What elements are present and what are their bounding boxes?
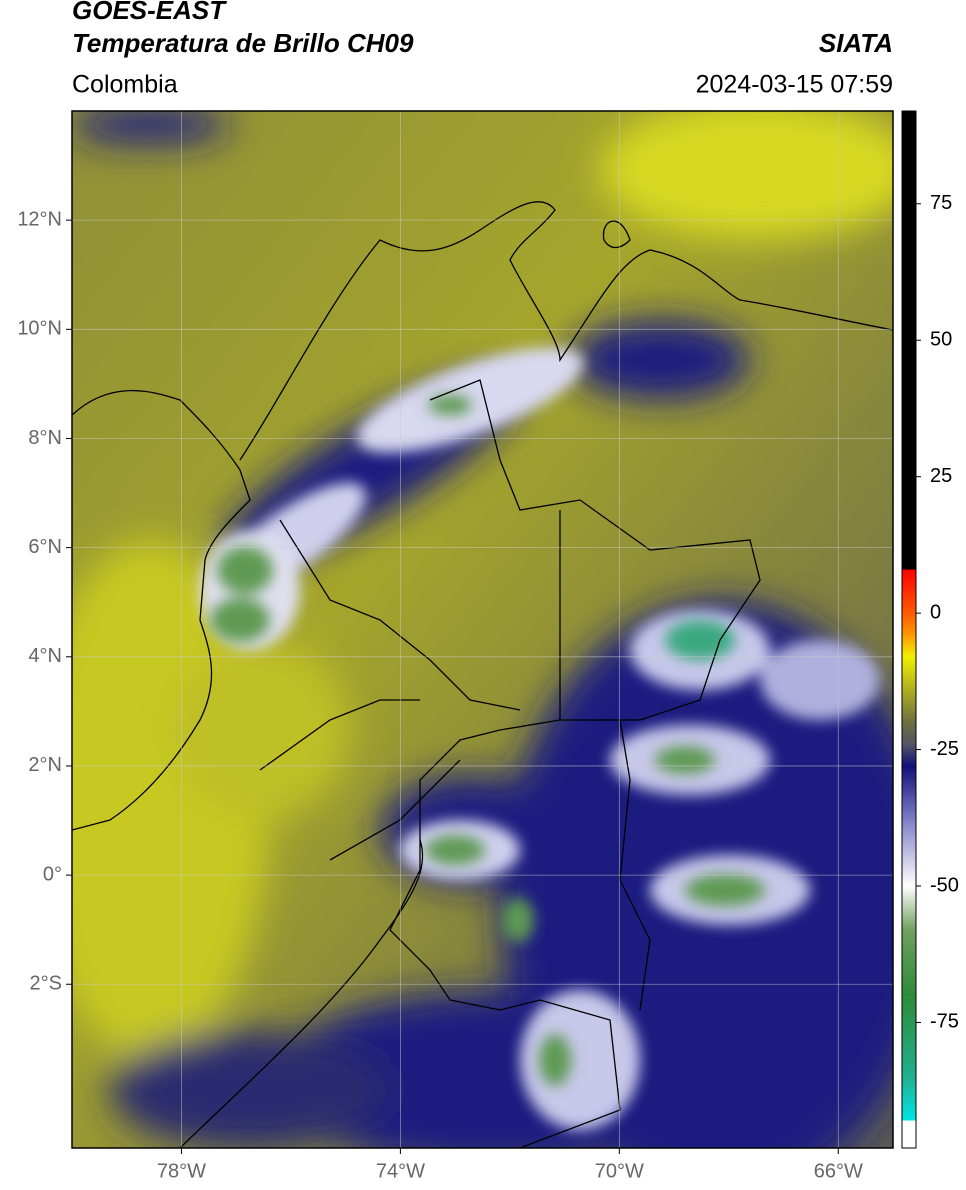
source: SIATA <box>819 28 893 58</box>
y-tick-label: 4°N <box>28 645 62 667</box>
x-tick-label: 66°W <box>814 1160 863 1182</box>
x-tick-label: 70°W <box>595 1160 644 1182</box>
colorbar-tick-label: 50 <box>930 329 952 351</box>
y-tick-label: 2°N <box>28 754 62 776</box>
colorbar-tick-label: 75 <box>930 192 952 214</box>
y-tick-label: 2°S <box>30 973 62 995</box>
colorbar-tick-label: 0 <box>930 601 941 623</box>
y-tick-label: 0° <box>43 863 62 885</box>
y-tick-label: 10°N <box>17 318 62 340</box>
datetime: 2024-03-15 07:59 <box>696 71 893 99</box>
y-tick-label: 8°N <box>28 427 62 449</box>
colorbar-tick-label: -25 <box>930 738 959 760</box>
colorbar-tick-label: -75 <box>930 1011 959 1033</box>
colorbar <box>901 110 917 1149</box>
subtitle: Temperatura de Brillo CH09 <box>72 28 414 58</box>
colorbar-tick-label: 25 <box>930 465 952 487</box>
y-tick-label: 6°N <box>28 536 62 558</box>
x-tick-label: 74°W <box>376 1160 425 1182</box>
x-tick-label: 78°W <box>157 1160 206 1182</box>
y-tick-label: 12°N <box>17 208 62 230</box>
coastlines <box>72 201 893 1148</box>
region: Colombia <box>72 71 178 99</box>
title: GOES-EAST <box>72 0 227 25</box>
colorbar-tick-label: -50 <box>930 874 959 896</box>
satellite-image <box>72 111 893 1148</box>
map-frame <box>71 110 894 1149</box>
